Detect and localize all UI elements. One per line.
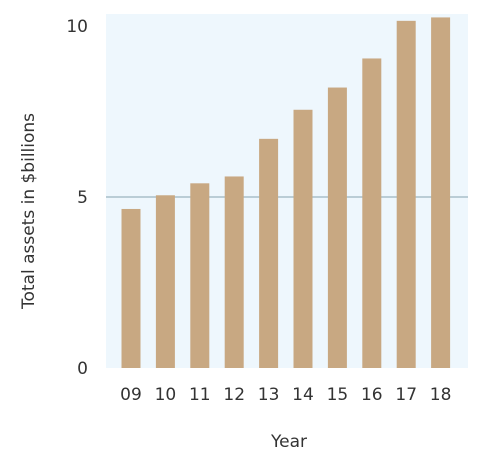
x-tick-label-13: 13 — [258, 385, 280, 405]
x-tick-label-12: 12 — [223, 385, 245, 405]
bar-17 — [396, 20, 416, 369]
x-tick-label-09: 09 — [120, 385, 142, 405]
x-tick-label-18: 18 — [430, 385, 452, 405]
bar-09 — [121, 208, 141, 368]
y-axis-label: Total assets in $billions — [19, 113, 39, 310]
bar-11 — [190, 183, 210, 368]
x-tick-label-11: 11 — [189, 385, 211, 405]
bars — [121, 17, 451, 369]
x-tick-label-17: 17 — [395, 385, 417, 405]
bar-13 — [259, 138, 279, 368]
bar-12 — [224, 176, 244, 368]
y-tick-label-10: 10 — [66, 17, 88, 37]
y-tick-label-5: 5 — [77, 188, 88, 208]
y-tick-label-0: 0 — [77, 359, 88, 379]
x-axis-ticks: 09 10 11 12 13 14 15 16 17 18 — [120, 385, 451, 405]
x-tick-label-14: 14 — [292, 385, 314, 405]
x-tick-label-15: 15 — [327, 385, 349, 405]
x-axis-label: Year — [270, 432, 307, 450]
y-axis-ticks: 0 5 10 — [66, 17, 88, 379]
bar-14 — [293, 109, 313, 368]
bar-18 — [431, 17, 451, 369]
bar-16 — [362, 58, 382, 368]
x-tick-label-10: 10 — [155, 385, 177, 405]
bar-10 — [155, 195, 175, 368]
bar-15 — [327, 87, 347, 369]
x-tick-label-16: 16 — [361, 385, 383, 405]
